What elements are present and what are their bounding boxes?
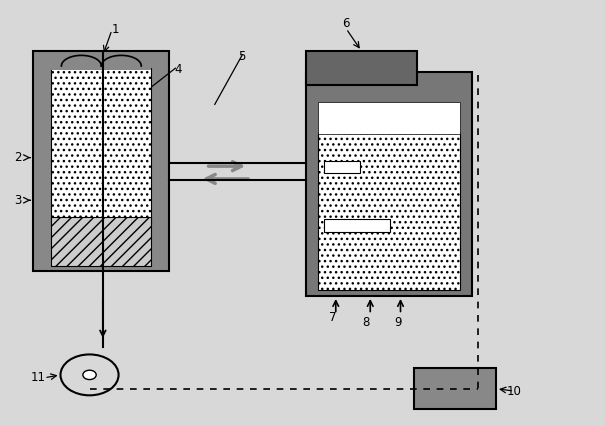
Text: 9: 9 — [394, 316, 402, 329]
Text: 1: 1 — [111, 23, 119, 36]
Text: 5: 5 — [238, 50, 246, 63]
Text: 4: 4 — [175, 63, 182, 75]
Bar — [306, 51, 417, 85]
Bar — [414, 368, 496, 409]
Bar — [33, 51, 169, 271]
Bar — [318, 132, 460, 290]
Bar — [324, 219, 390, 232]
Text: 6: 6 — [342, 17, 350, 30]
Text: 2: 2 — [15, 151, 22, 164]
Bar — [318, 102, 460, 134]
Bar — [51, 217, 151, 266]
Text: 8: 8 — [362, 316, 370, 329]
Bar — [306, 72, 472, 296]
Text: 7: 7 — [329, 311, 336, 324]
Bar — [324, 161, 360, 173]
Bar — [51, 68, 151, 224]
Text: 10: 10 — [507, 385, 522, 397]
Circle shape — [83, 370, 96, 380]
Text: 3: 3 — [15, 194, 22, 207]
Text: 11: 11 — [31, 371, 45, 384]
Bar — [51, 53, 151, 70]
